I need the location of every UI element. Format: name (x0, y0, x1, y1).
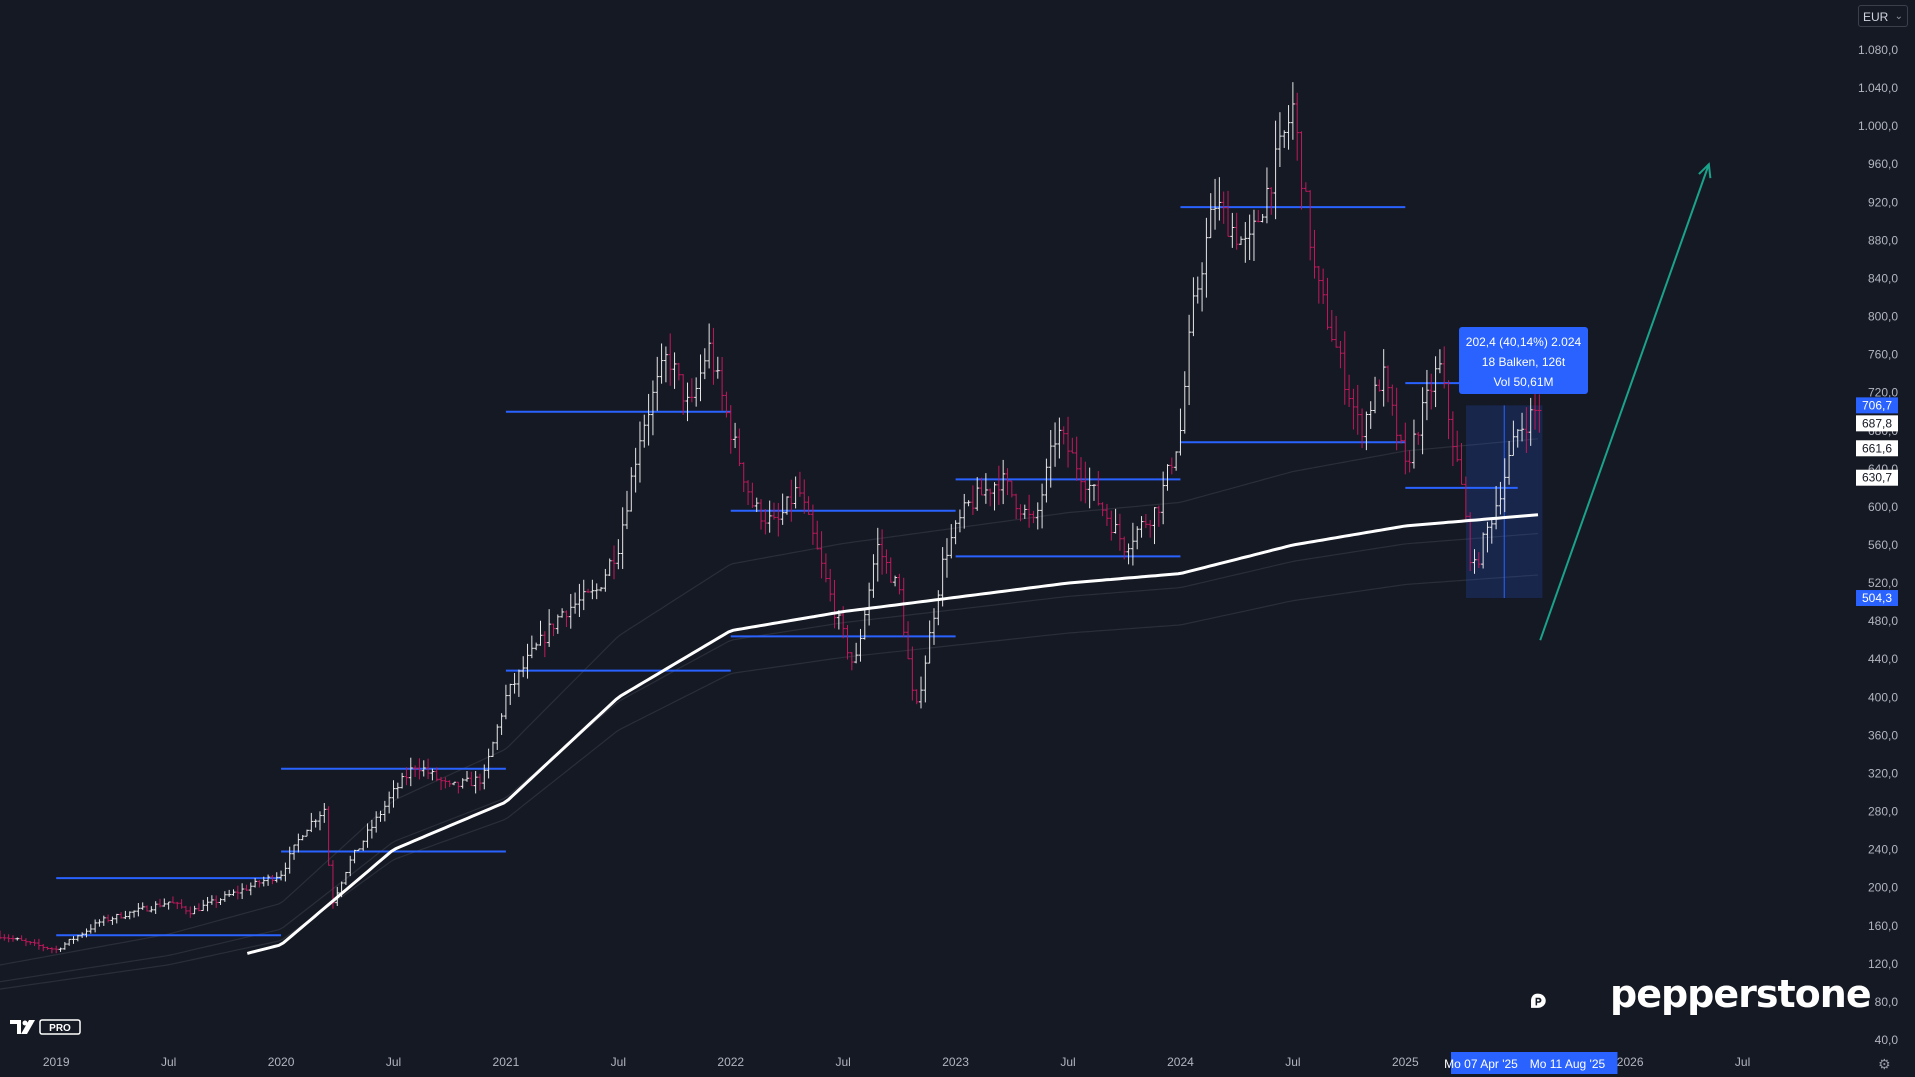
y-tick-label: 600,0 (1868, 500, 1898, 514)
x-tick-label: Jul (161, 1055, 176, 1069)
x-tick-label: 2025 (1392, 1055, 1419, 1069)
y-tick-label: 40,0 (1875, 1033, 1899, 1047)
price-label-box (1856, 469, 1898, 486)
x-tick-label: 2022 (717, 1055, 744, 1069)
y-tick-label: 120,0 (1868, 957, 1898, 971)
y-tick-label: 80,0 (1875, 995, 1899, 1009)
candles (0, 82, 1542, 954)
y-tick-label: 1.080,0 (1858, 43, 1898, 57)
y-tick-label: 480,0 (1868, 614, 1898, 628)
trend-arrow-head (1698, 162, 1712, 179)
y-tick-label: 800,0 (1868, 310, 1898, 324)
y-tick-label: 1.040,0 (1858, 81, 1898, 95)
chevron-down-icon: ⌄ (1894, 11, 1903, 22)
x-tick-label: Jul (1735, 1055, 1750, 1069)
tradingview-logo: PRO (10, 1019, 81, 1035)
x-tick-label: 2026 (1617, 1055, 1644, 1069)
price-label-text: 504,3 (1862, 591, 1892, 605)
currency-selector[interactable]: EUR ⌄ (1858, 5, 1908, 27)
y-tick-label: 1.000,0 (1858, 119, 1898, 133)
x-tick-label: 2019 (43, 1055, 70, 1069)
brand-name: pepperstone (1610, 972, 1872, 1016)
price-label-box (1856, 590, 1898, 607)
x-tick-label: Jul (1060, 1055, 1075, 1069)
price-label-text: 706,7 (1862, 398, 1892, 412)
x-tick-label: Jul (1285, 1055, 1300, 1069)
price-label-box (1856, 415, 1898, 432)
measure-tooltip: 202,4 (40,14%) 2.024 18 Balken, 126t Vol… (1459, 327, 1588, 394)
y-tick-label: 440,0 (1868, 652, 1898, 666)
price-label-text: 630,7 (1862, 471, 1892, 485)
y-tick-label: 920,0 (1868, 195, 1898, 209)
x-tick-label: 2020 (268, 1055, 295, 1069)
y-tick-label: 560,0 (1868, 538, 1898, 552)
settings-icon[interactable]: ⚙ (1878, 1056, 1891, 1072)
x-tick-label: Jul (611, 1055, 626, 1069)
y-tick-label: 760,0 (1868, 348, 1898, 362)
date-label-end: Mo 11 Aug '25 (1530, 1057, 1606, 1071)
y-tick-label: 240,0 (1868, 843, 1898, 857)
y-tick-label: 160,0 (1868, 919, 1898, 933)
y-tick-label: 360,0 (1868, 728, 1898, 742)
x-tick-label: 2021 (493, 1055, 520, 1069)
y-tick-label: 960,0 (1868, 157, 1898, 171)
measure-bars: 18 Balken, 126t (1481, 355, 1566, 369)
price-label-box (1856, 440, 1898, 457)
moving-average-line (246, 513, 1539, 955)
date-range-highlight (1451, 1052, 1618, 1074)
x-tick-label: 2024 (1167, 1055, 1194, 1069)
y-tick-label: 200,0 (1868, 881, 1898, 895)
y-tick-label: 400,0 (1868, 690, 1898, 704)
x-tick-label: Jul (836, 1055, 851, 1069)
pepperstone-logo-icon (1531, 993, 1546, 1008)
currency-label: EUR (1863, 10, 1889, 24)
trend-arrow-line (1539, 163, 1710, 641)
measure-volume: Vol 50,61M (1493, 375, 1554, 389)
x-tick-label: 2023 (942, 1055, 969, 1069)
ma-band-line (0, 438, 1539, 966)
x-tick-label: Jul (386, 1055, 401, 1069)
y-tick-label: 320,0 (1868, 766, 1898, 780)
date-label-start: Mo 07 Apr '25 (1444, 1057, 1518, 1071)
ma-band-line (0, 574, 1539, 990)
y-tick-label: 520,0 (1868, 576, 1898, 590)
price-label-text: 687,8 (1862, 416, 1892, 430)
y-tick-label: 880,0 (1868, 233, 1898, 247)
price-label-text: 661,6 (1862, 441, 1892, 455)
measure-change: 202,4 (40,14%) 2.024 (1465, 335, 1582, 349)
y-tick-label: 840,0 (1868, 271, 1898, 285)
y-tick-label: 280,0 (1868, 805, 1898, 819)
price-label-box (1856, 397, 1898, 414)
tv-badge: PRO (49, 1023, 71, 1034)
y-tick-label: 720,0 (1868, 386, 1898, 400)
